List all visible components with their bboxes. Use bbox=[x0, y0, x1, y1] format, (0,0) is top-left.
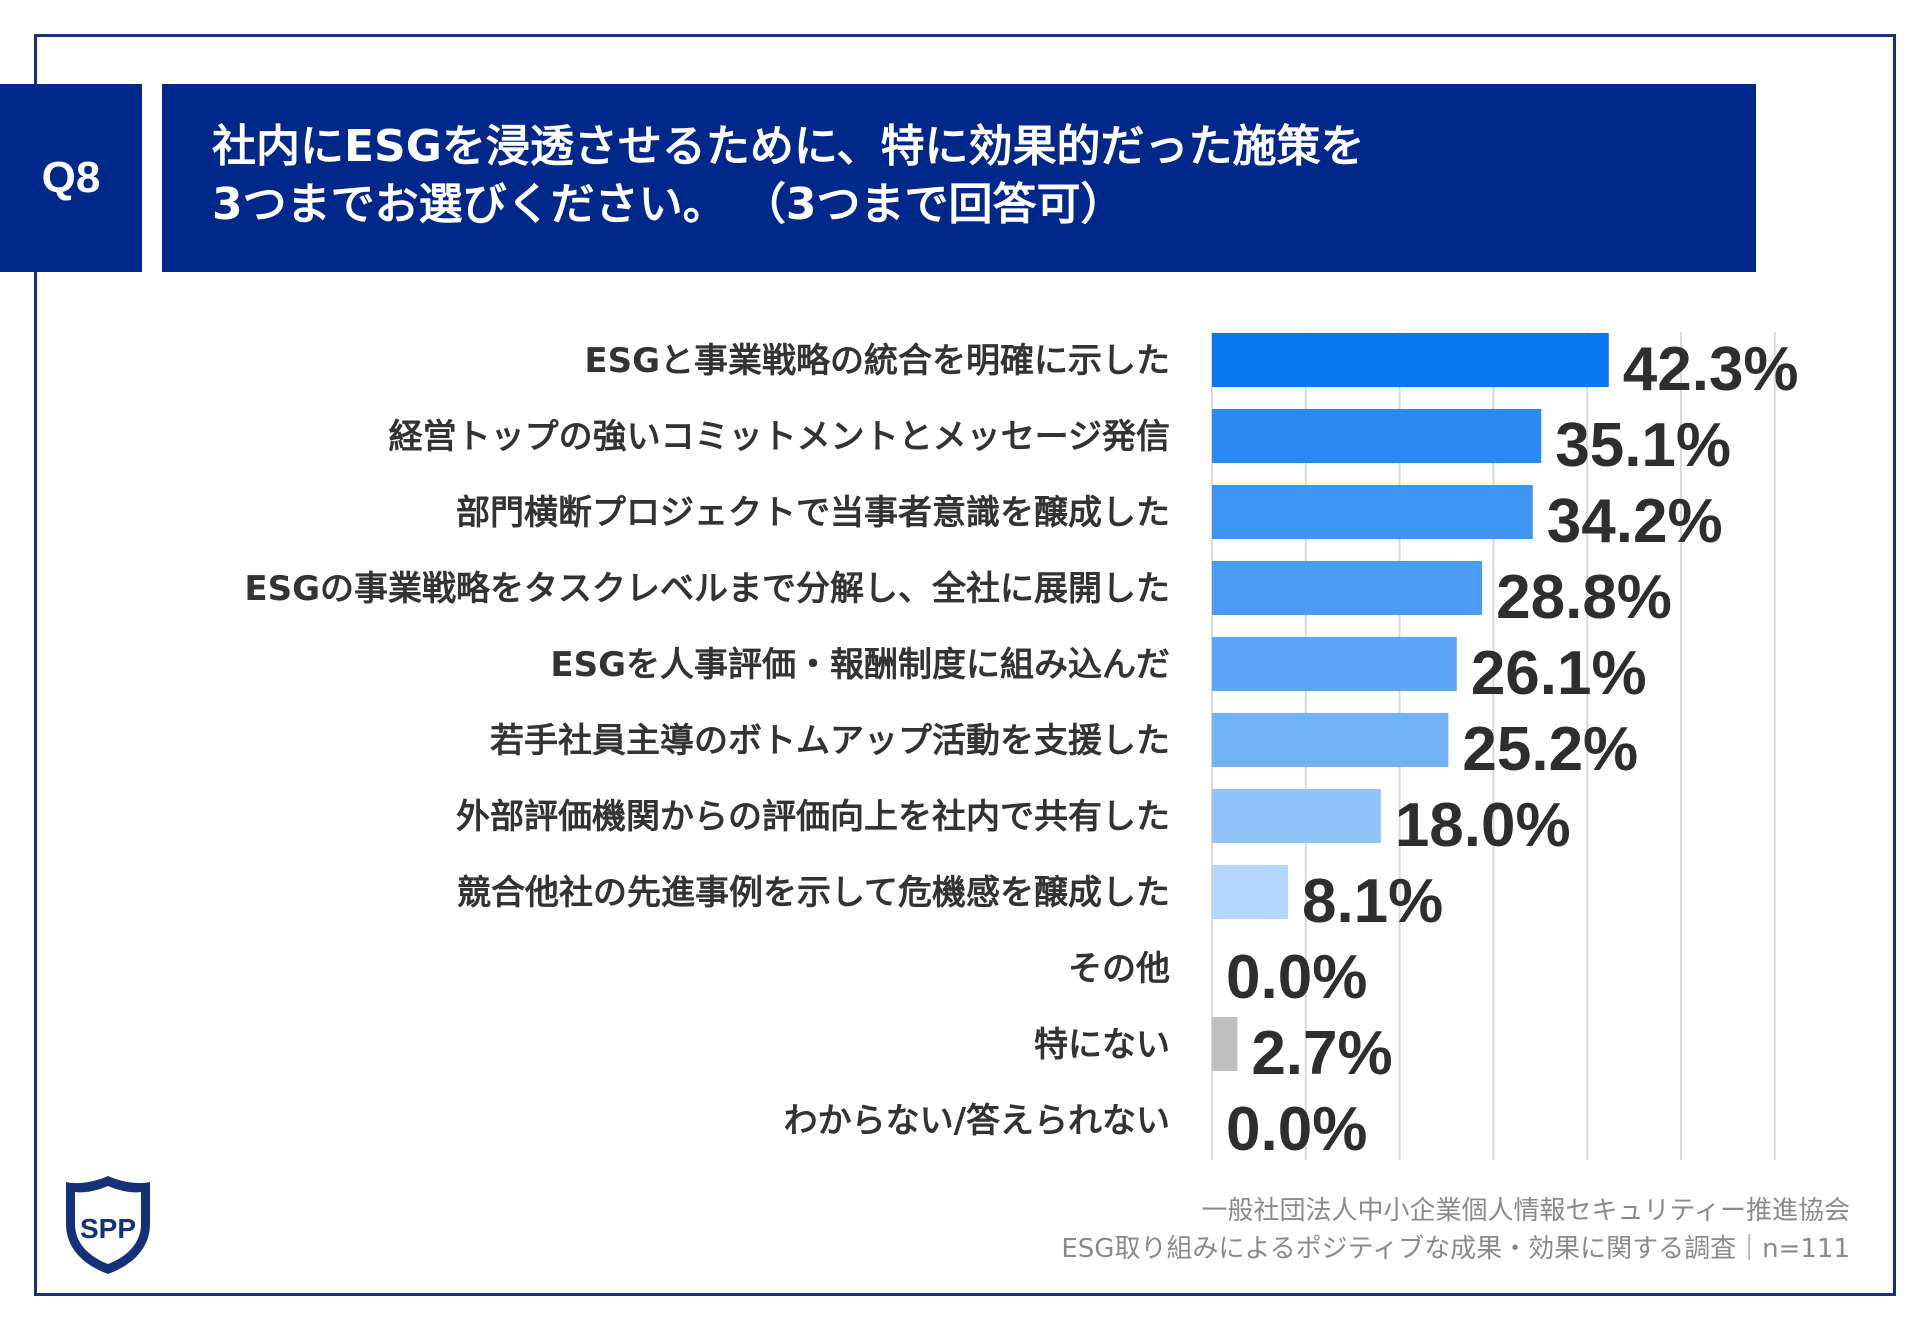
category-label: 競合他社の先進事例を示して危機感を醸成した bbox=[457, 873, 1170, 913]
source-note: 一般社団法人中小企業個人情報セキュリティー推進協会 ESG取り組みによるポジティ… bbox=[1061, 1192, 1850, 1268]
category-label: 若手社員主導のボトムアップ活動を支援した bbox=[490, 721, 1170, 761]
bar bbox=[1212, 561, 1483, 615]
bar bbox=[1212, 637, 1457, 691]
bar bbox=[1212, 1017, 1238, 1071]
data-label: 28.8% bbox=[1496, 563, 1672, 632]
data-label: 42.3% bbox=[1623, 335, 1799, 404]
bar bbox=[1212, 333, 1609, 387]
category-label: その他 bbox=[1068, 949, 1170, 989]
bar bbox=[1212, 789, 1381, 843]
data-label: 26.1% bbox=[1471, 639, 1647, 708]
question-title-banner: 社内にESGを浸透させるために、特に効果的だった施策を 3つまでお選びください。… bbox=[162, 84, 1756, 272]
category-label: 部門横断プロジェクトで当事者意識を醸成した bbox=[456, 493, 1170, 533]
category-label: わからない/答えられない bbox=[784, 1101, 1170, 1141]
bar bbox=[1212, 409, 1542, 463]
category-label: 外部評価機関からの評価向上を社内で共有した bbox=[456, 797, 1170, 837]
bar bbox=[1212, 713, 1449, 767]
question-number: Q8 bbox=[41, 153, 101, 202]
data-label: 34.2% bbox=[1547, 487, 1723, 556]
question-title-line-1: 社内にESGを浸透させるために、特に効果的だった施策を bbox=[212, 121, 1365, 172]
spp-shield-logo-icon: SPP bbox=[66, 1176, 150, 1274]
source-survey-info: ESG取り組みによるポジティブな成果・効果に関する調査｜n=111 bbox=[1061, 1234, 1850, 1264]
bar bbox=[1212, 485, 1533, 539]
data-label: 8.1% bbox=[1302, 867, 1443, 936]
category-label: ESGの事業戦略をタスクレベルまで分解し、全社に展開した bbox=[244, 569, 1170, 609]
category-label: ESGを人事評価・報酬制度に組み込んだ bbox=[550, 645, 1170, 685]
source-organization: 一般社団法人中小企業個人情報セキュリティー推進協会 bbox=[1201, 1196, 1850, 1226]
data-label: 25.2% bbox=[1462, 715, 1638, 784]
data-label: 0.0% bbox=[1226, 1095, 1367, 1164]
logo-text: SPP bbox=[80, 1213, 136, 1244]
data-label: 2.7% bbox=[1251, 1019, 1392, 1088]
question-number-badge: Q8 bbox=[0, 84, 142, 272]
category-label: ESGと事業戦略の統合を明確に示した bbox=[584, 341, 1170, 381]
category-label: 特にない bbox=[1034, 1025, 1170, 1065]
data-label: 35.1% bbox=[1555, 411, 1731, 480]
bar bbox=[1212, 865, 1288, 919]
question-title-line-2: 3つまでお選びください。 （3つまで回答可） bbox=[212, 179, 1125, 230]
chart-frame bbox=[34, 34, 1896, 1296]
data-label: 18.0% bbox=[1395, 791, 1571, 860]
data-label: 0.0% bbox=[1226, 943, 1367, 1012]
category-label: 経営トップの強いコミットメントとメッセージ発信 bbox=[389, 417, 1170, 457]
